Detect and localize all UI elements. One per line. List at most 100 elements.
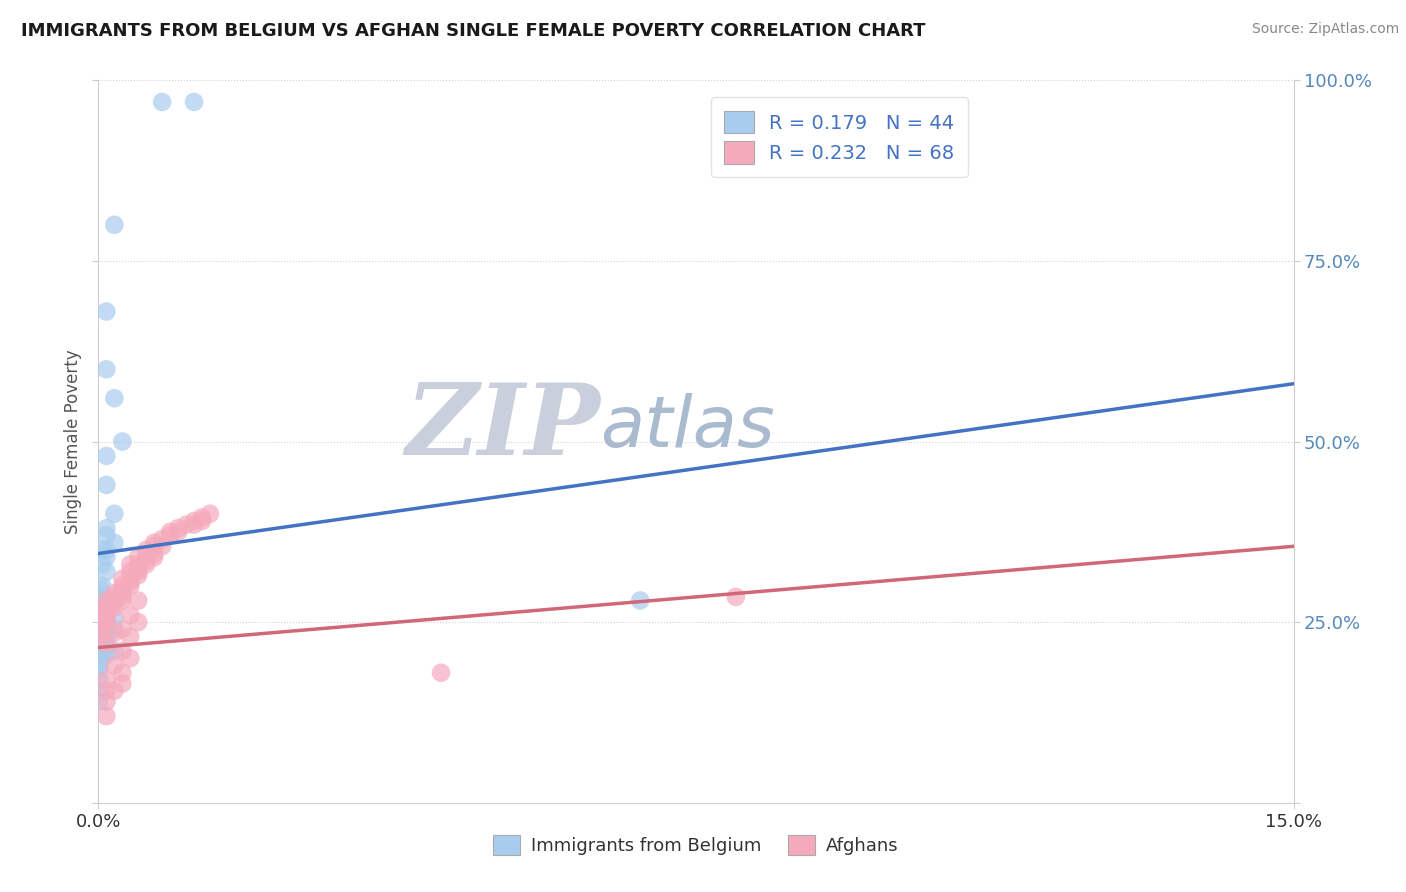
Point: [96, 633, 118, 648]
Point: [91, 637, 114, 651]
Point: [120, 558, 142, 572]
Point: [96, 626, 118, 640]
Point: [111, 579, 134, 593]
Point: [96, 449, 118, 463]
Point: [628, 593, 651, 607]
Point: [111, 434, 134, 449]
Point: [90, 651, 112, 665]
Point: [150, 95, 173, 109]
Point: [111, 586, 134, 600]
Point: [96, 593, 118, 607]
Point: [89, 662, 111, 676]
Point: [143, 547, 166, 561]
Point: [135, 550, 157, 565]
Point: [120, 572, 142, 586]
Point: [89, 604, 111, 618]
Text: ZIP: ZIP: [405, 379, 600, 475]
Point: [111, 623, 134, 637]
Point: [135, 554, 157, 568]
Point: [103, 391, 125, 405]
Point: [120, 579, 142, 593]
Point: [90, 582, 112, 597]
Point: [150, 539, 173, 553]
Point: [111, 582, 134, 597]
Y-axis label: Single Female Poverty: Single Female Poverty: [65, 350, 83, 533]
Point: [96, 637, 118, 651]
Point: [111, 676, 134, 690]
Point: [191, 514, 214, 528]
Text: atlas: atlas: [600, 392, 775, 461]
Point: [96, 640, 118, 655]
Point: [103, 507, 125, 521]
Point: [96, 709, 118, 723]
Point: [103, 683, 125, 698]
Point: [111, 593, 134, 607]
Point: [127, 565, 149, 579]
Point: [120, 607, 142, 622]
Point: [103, 535, 125, 549]
Point: [724, 590, 747, 604]
Point: [143, 535, 166, 549]
Point: [91, 558, 114, 572]
Point: [135, 558, 157, 572]
Point: [150, 532, 173, 546]
Point: [120, 565, 142, 579]
Point: [87, 683, 110, 698]
Point: [90, 590, 112, 604]
Point: [89, 630, 111, 644]
Point: [111, 590, 134, 604]
Point: [174, 517, 197, 532]
Point: [89, 673, 111, 687]
Point: [87, 695, 110, 709]
Point: [103, 644, 125, 658]
Point: [89, 655, 111, 669]
Point: [159, 528, 181, 542]
Point: [103, 586, 125, 600]
Point: [103, 626, 125, 640]
Point: [89, 600, 111, 615]
Point: [91, 619, 114, 633]
Point: [167, 521, 190, 535]
Point: [120, 651, 142, 665]
Point: [89, 658, 111, 673]
Point: [96, 521, 118, 535]
Point: [430, 665, 453, 680]
Point: [183, 95, 205, 109]
Point: [127, 568, 149, 582]
Point: [103, 597, 125, 611]
Point: [103, 658, 125, 673]
Text: IMMIGRANTS FROM BELGIUM VS AFGHAN SINGLE FEMALE POVERTY CORRELATION CHART: IMMIGRANTS FROM BELGIUM VS AFGHAN SINGLE…: [21, 22, 925, 40]
Point: [96, 619, 118, 633]
Point: [96, 611, 118, 625]
Point: [143, 539, 166, 553]
Point: [96, 542, 118, 557]
Point: [96, 695, 118, 709]
Point: [96, 648, 118, 662]
Point: [167, 524, 190, 539]
Point: [96, 607, 118, 622]
Point: [120, 630, 142, 644]
Point: [96, 550, 118, 565]
Point: [103, 218, 125, 232]
Point: [191, 510, 214, 524]
Point: [127, 593, 149, 607]
Point: [127, 558, 149, 572]
Point: [183, 517, 205, 532]
Point: [103, 611, 125, 625]
Point: [103, 590, 125, 604]
Point: [90, 623, 112, 637]
Point: [135, 542, 157, 557]
Point: [127, 615, 149, 630]
Point: [96, 600, 118, 615]
Point: [91, 630, 114, 644]
Point: [96, 478, 118, 492]
Point: [127, 561, 149, 575]
Legend: Immigrants from Belgium, Afghans: Immigrants from Belgium, Afghans: [486, 828, 905, 863]
Point: [96, 362, 118, 376]
Point: [111, 572, 134, 586]
Point: [127, 550, 149, 565]
Point: [96, 615, 118, 630]
Point: [96, 604, 118, 618]
Point: [183, 514, 205, 528]
Point: [96, 304, 118, 318]
